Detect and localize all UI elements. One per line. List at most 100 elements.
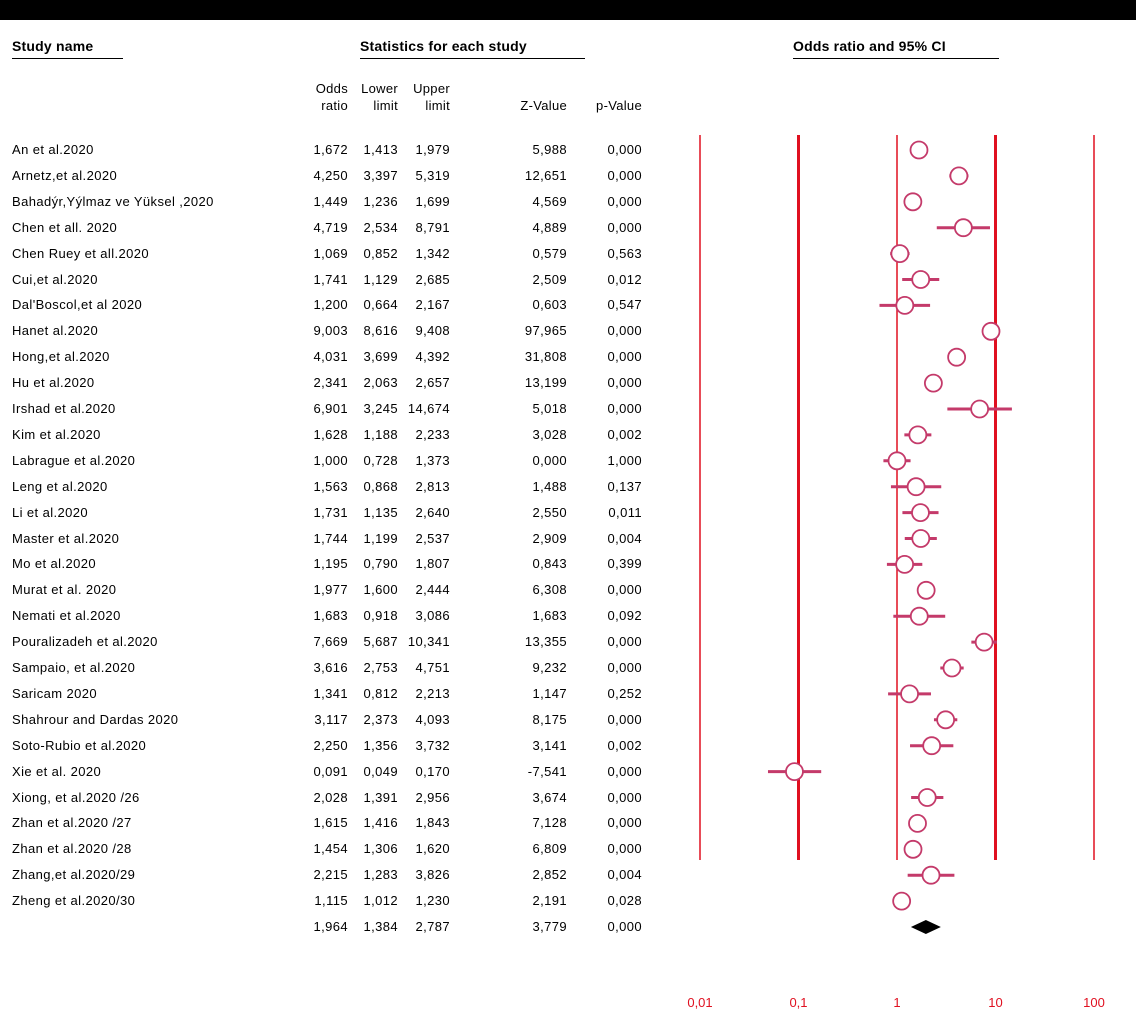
x-tick-label: 0,01 [687, 995, 712, 1010]
p-value: 0,002 [607, 426, 642, 442]
p-value: 0,000 [607, 919, 642, 934]
lower-limit-value: 1,384 [363, 919, 398, 934]
odds-ratio-value: 1,744 [313, 530, 348, 546]
upper-limit-value: 2,685 [415, 271, 450, 287]
study-name: An et al.2020 [12, 142, 94, 157]
odds-ratio-value: 1,741 [313, 271, 348, 287]
lower-limit-value: 3,397 [363, 167, 398, 183]
z-value: 3,141 [532, 737, 567, 753]
study-name: Mo et al.2020 [12, 556, 96, 572]
col-upper-limit-header: Upper limit [413, 80, 450, 114]
lower-limit-value: 1,413 [363, 142, 398, 157]
odds-ratio-value: 7,669 [313, 634, 348, 650]
study-name-header: Study name [12, 38, 94, 54]
study-name: Leng et al.2020 [12, 478, 108, 494]
upper-limit-value: 2,537 [415, 530, 450, 546]
z-value: 2,191 [532, 893, 567, 909]
upper-limit-value: 1,620 [415, 841, 450, 857]
lower-limit-value: 0,852 [363, 245, 398, 261]
z-value: 6,809 [532, 841, 567, 857]
p-value: 0,012 [607, 271, 642, 287]
p-value: 0,000 [607, 711, 642, 727]
upper-limit-value: 2,233 [415, 426, 450, 442]
lower-limit-value: 1,283 [363, 867, 398, 883]
lower-limit-value: 3,699 [363, 349, 398, 365]
z-value: 9,232 [532, 660, 567, 675]
z-value: 7,128 [532, 815, 567, 831]
col-lower-limit-line1: Lower [361, 81, 398, 96]
study-marker [903, 192, 923, 212]
col-odds-ratio-line2: ratio [321, 98, 348, 113]
upper-limit-value: 2,167 [415, 297, 450, 313]
odds-ratio-value: 2,215 [313, 867, 348, 883]
z-value: 6,308 [532, 582, 567, 598]
lower-limit-value: 5,687 [363, 634, 398, 650]
p-value: 0,011 [608, 504, 642, 520]
study-name: Irshad et al.2020 [12, 401, 116, 416]
z-value: 2,909 [532, 530, 567, 546]
lower-limit-value: 2,534 [363, 219, 398, 235]
p-value: 0,399 [607, 556, 642, 572]
statistics-header: Statistics for each study [360, 38, 527, 54]
odds-ratio-value: 6,901 [313, 401, 348, 416]
plot-header: Odds ratio and 95% CI [793, 38, 946, 54]
upper-limit-value: 2,813 [415, 478, 450, 494]
p-value: 0,137 [607, 478, 642, 494]
odds-ratio-value: 0,091 [313, 763, 348, 779]
odds-ratio-value: 1,115 [314, 893, 348, 909]
study-marker [909, 140, 929, 160]
odds-ratio-value: 4,719 [313, 219, 348, 235]
study-name: Zhan et al.2020 /28 [12, 841, 132, 857]
study-name: Chen Ruey et all.2020 [12, 245, 150, 261]
odds-ratio-value: 4,031 [313, 349, 348, 365]
lower-limit-value: 1,129 [363, 271, 398, 287]
p-value: 0,000 [607, 815, 642, 831]
p-value: 0,004 [607, 530, 642, 546]
statistics-underline [360, 58, 585, 59]
study-marker [953, 218, 973, 238]
upper-limit-value: 3,732 [415, 737, 450, 753]
study-name: Zheng et al.2020/30 [12, 893, 136, 909]
p-value: 0,000 [607, 582, 642, 598]
p-value: 0,000 [607, 634, 642, 650]
study-name: Sampaio, et al.2020 [12, 660, 136, 675]
col-lower-limit-header: Lower limit [361, 80, 398, 114]
odds-ratio-value: 1,672 [313, 142, 348, 157]
col-z-value-header: Z-Value [520, 98, 567, 113]
upper-limit-value: 4,093 [415, 711, 450, 727]
odds-ratio-value: 1,615 [313, 815, 348, 831]
p-value: 0,000 [607, 142, 642, 157]
lower-limit-value: 0,790 [363, 556, 398, 572]
odds-ratio-value: 1,069 [313, 245, 348, 261]
study-marker [949, 166, 969, 186]
lower-limit-value: 0,868 [363, 478, 398, 494]
upper-limit-value: 10,341 [407, 634, 450, 650]
lower-limit-value: 1,199 [363, 530, 398, 546]
odds-ratio-value: 1,449 [313, 193, 348, 209]
p-value: 0,000 [607, 219, 642, 235]
study-marker [911, 270, 931, 289]
lower-limit-value: 1,012 [363, 893, 398, 909]
lower-limit-value: 1,236 [363, 193, 398, 209]
lower-limit-value: 1,188 [363, 426, 398, 442]
lower-limit-value: 3,245 [363, 401, 398, 416]
study-marker [900, 684, 919, 704]
x-tick-label: 1 [893, 995, 900, 1010]
upper-limit-value: 4,392 [415, 349, 450, 365]
upper-limit-value: 2,444 [415, 582, 450, 598]
p-value: 0,000 [607, 375, 642, 391]
odds-ratio-value: 2,341 [313, 375, 348, 391]
study-name: Zhang,et al.2020/29 [12, 867, 136, 883]
z-value: 12,651 [524, 167, 567, 183]
study-marker [923, 373, 943, 393]
odds-ratio-value: 9,003 [313, 323, 348, 339]
study-name: Murat et al. 2020 [12, 582, 117, 598]
upper-limit-value: 1,699 [415, 193, 450, 209]
z-value: 97,965 [524, 323, 567, 339]
summary-diamond [910, 920, 941, 934]
odds-ratio-value: 1,731 [313, 504, 348, 520]
upper-limit-value: 3,826 [415, 867, 450, 883]
lower-limit-value: 0,812 [363, 685, 398, 701]
z-value: 3,779 [532, 919, 567, 934]
lower-limit-value: 2,373 [363, 711, 398, 727]
